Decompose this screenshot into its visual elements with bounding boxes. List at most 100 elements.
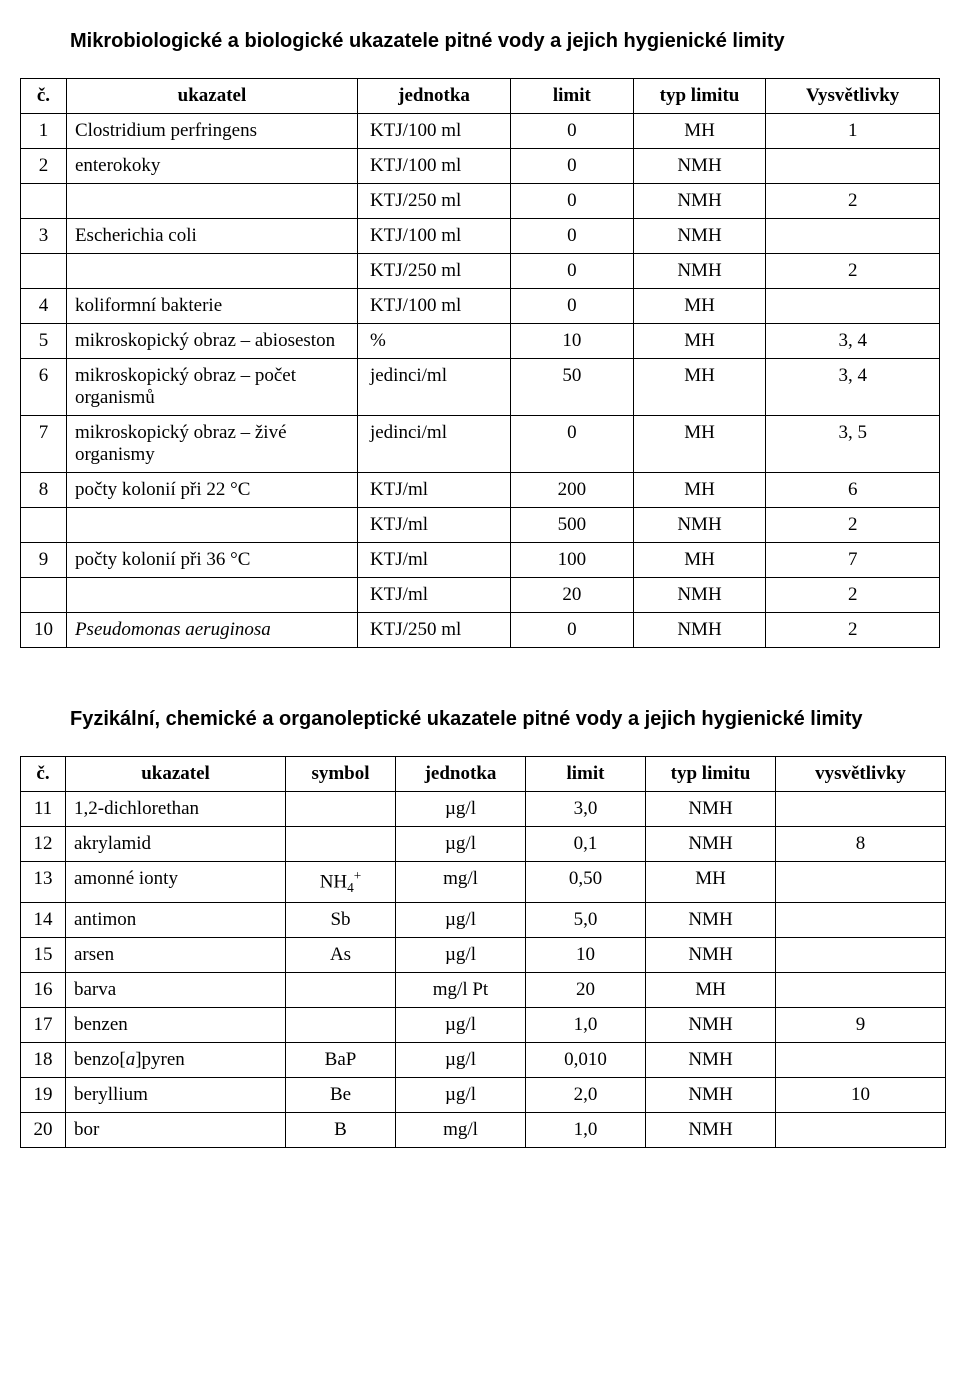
- t2-h-ukazatel: ukazatel: [66, 757, 286, 792]
- t1-cell-unit: KTJ/250 ml: [357, 184, 510, 219]
- t1-cell-num: 2: [21, 149, 67, 184]
- t2-cell-limit: 0,1: [526, 827, 646, 862]
- t1-cell-limit: 100: [511, 543, 634, 578]
- t1-cell-name: koliformní bakterie: [66, 289, 357, 324]
- t1-cell-note: 3, 5: [766, 416, 940, 473]
- t2-cell-symbol: [286, 1008, 396, 1043]
- t1-cell-unit: jedinci/ml: [357, 359, 510, 416]
- t1-cell-num: 5: [21, 324, 67, 359]
- t1-cell-name: Clostridium perfringens: [66, 114, 357, 149]
- t2-cell-note: [776, 792, 946, 827]
- t1-h-note: Vysvětlivky: [766, 79, 940, 114]
- t1-cell-note: 1: [766, 114, 940, 149]
- table-row: 9počty kolonií při 36 °CKTJ/ml100MH7: [21, 543, 940, 578]
- t2-cell-num: 15: [21, 938, 66, 973]
- t1-cell-limit: 10: [511, 324, 634, 359]
- table-row: 16barvamg/l Pt20MH: [21, 973, 946, 1008]
- t1-cell-typ: MH: [633, 473, 766, 508]
- t2-cell-name: benzo[a]pyren: [66, 1043, 286, 1078]
- t2-cell-limit: 2,0: [526, 1078, 646, 1113]
- table-row: 6mikroskopický obraz – počet organismůje…: [21, 359, 940, 416]
- t2-cell-num: 14: [21, 903, 66, 938]
- t1-cell-limit: 0: [511, 219, 634, 254]
- t2-cell-symbol: [286, 792, 396, 827]
- t2-cell-unit: µg/l: [396, 1078, 526, 1113]
- t2-cell-num: 20: [21, 1113, 66, 1148]
- t2-cell-symbol: [286, 827, 396, 862]
- t1-cell-limit: 0: [511, 254, 634, 289]
- t1-cell-limit: 0: [511, 613, 634, 648]
- t2-cell-note: [776, 1043, 946, 1078]
- t2-cell-symbol: BaP: [286, 1043, 396, 1078]
- t1-cell-note: 3, 4: [766, 359, 940, 416]
- t1-cell-note: 2: [766, 578, 940, 613]
- t1-cell-name: enterokoky: [66, 149, 357, 184]
- t1-h-ukazatel: ukazatel: [66, 79, 357, 114]
- table2-header-row: č. ukazatel symbol jednotka limit typ li…: [21, 757, 946, 792]
- t1-cell-unit: jedinci/ml: [357, 416, 510, 473]
- t2-cell-note: [776, 973, 946, 1008]
- t2-cell-name: barva: [66, 973, 286, 1008]
- t2-h-symbol: symbol: [286, 757, 396, 792]
- t2-cell-typ: NMH: [646, 1043, 776, 1078]
- table-row: 14antimonSbµg/l5,0NMH: [21, 903, 946, 938]
- t2-cell-typ: NMH: [646, 827, 776, 862]
- t1-cell-name: [66, 578, 357, 613]
- t2-h-num: č.: [21, 757, 66, 792]
- t1-h-typ: typ limitu: [633, 79, 766, 114]
- t1-cell-name: mikroskopický obraz – abioseston: [66, 324, 357, 359]
- t2-cell-symbol: NH4+: [286, 862, 396, 903]
- t1-cell-num: 10: [21, 613, 67, 648]
- t1-cell-note: [766, 149, 940, 184]
- t1-cell-typ: NMH: [633, 578, 766, 613]
- t1-cell-limit: 0: [511, 149, 634, 184]
- table-row: 7mikroskopický obraz – živé organismyjed…: [21, 416, 940, 473]
- title-1: Mikrobiologické a biologické ukazatele p…: [70, 30, 940, 53]
- t1-cell-unit: KTJ/ml: [357, 543, 510, 578]
- t2-cell-typ: NMH: [646, 938, 776, 973]
- t1-cell-note: 2: [766, 613, 940, 648]
- t2-h-typ: typ limitu: [646, 757, 776, 792]
- t1-cell-typ: NMH: [633, 219, 766, 254]
- t2-cell-note: [776, 938, 946, 973]
- t1-cell-typ: MH: [633, 114, 766, 149]
- t1-h-jednotka: jednotka: [357, 79, 510, 114]
- t2-h-jednotka: jednotka: [396, 757, 526, 792]
- t2-cell-note: 8: [776, 827, 946, 862]
- t2-cell-symbol: B: [286, 1113, 396, 1148]
- t1-h-limit: limit: [511, 79, 634, 114]
- table-row: 1Clostridium perfringensKTJ/100 ml0MH1: [21, 114, 940, 149]
- t2-cell-unit: µg/l: [396, 1008, 526, 1043]
- t1-cell-unit: KTJ/100 ml: [357, 219, 510, 254]
- t1-cell-unit: KTJ/100 ml: [357, 114, 510, 149]
- t1-cell-limit: 0: [511, 416, 634, 473]
- t1-cell-name: počty kolonií při 22 °C: [66, 473, 357, 508]
- table-row: 20borBmg/l1,0NMH: [21, 1113, 946, 1148]
- t2-cell-unit: µg/l: [396, 792, 526, 827]
- t2-cell-num: 13: [21, 862, 66, 903]
- t2-cell-limit: 5,0: [526, 903, 646, 938]
- t2-cell-num: 16: [21, 973, 66, 1008]
- t2-cell-unit: mg/l Pt: [396, 973, 526, 1008]
- t2-cell-limit: 1,0: [526, 1008, 646, 1043]
- t2-cell-typ: NMH: [646, 1078, 776, 1113]
- t1-cell-name: mikroskopický obraz – počet organismů: [66, 359, 357, 416]
- t1-cell-note: 2: [766, 184, 940, 219]
- table-row: 13amonné iontyNH4+mg/l0,50MH: [21, 862, 946, 903]
- table-row: 15arsenAsµg/l10NMH: [21, 938, 946, 973]
- t1-cell-limit: 0: [511, 184, 634, 219]
- t2-cell-note: 10: [776, 1078, 946, 1113]
- t1-cell-note: 7: [766, 543, 940, 578]
- t1-cell-num: [21, 578, 67, 613]
- t1-cell-name: mikroskopický obraz – živé organismy: [66, 416, 357, 473]
- t2-cell-unit: mg/l: [396, 1113, 526, 1148]
- t2-cell-typ: MH: [646, 973, 776, 1008]
- table-row: 17benzenµg/l1,0NMH9: [21, 1008, 946, 1043]
- t1-cell-num: 6: [21, 359, 67, 416]
- t1-cell-name: [66, 254, 357, 289]
- t2-cell-note: 9: [776, 1008, 946, 1043]
- t1-cell-num: [21, 184, 67, 219]
- t1-cell-limit: 0: [511, 114, 634, 149]
- t1-cell-num: 9: [21, 543, 67, 578]
- t2-cell-name: bor: [66, 1113, 286, 1148]
